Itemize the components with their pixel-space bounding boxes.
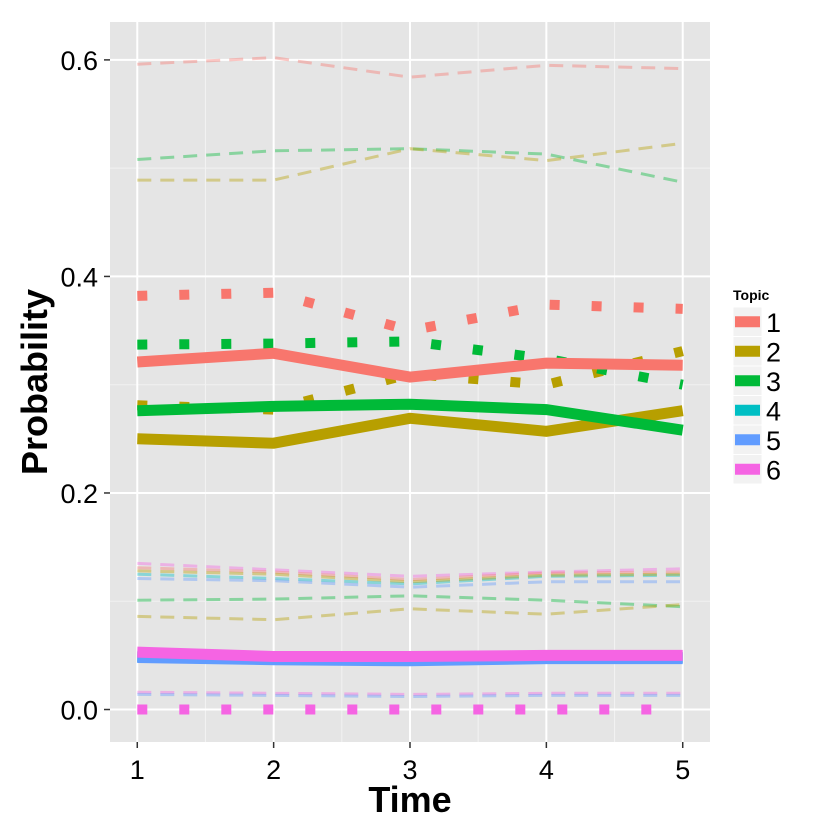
legend-label-topic-6: 6 [766, 455, 781, 485]
x-tick-label: 3 [402, 755, 417, 785]
y-tick-label: 0.2 [60, 479, 98, 509]
y-tick-label: 0.6 [60, 46, 98, 76]
series-line-topic-2-solid [137, 405, 684, 449]
legend-label-topic-3: 3 [766, 367, 781, 397]
legend-label-topic-5: 5 [766, 426, 781, 456]
legend-label-topic-1: 1 [766, 308, 781, 338]
x-axis-title: Time [368, 779, 451, 820]
series-line-topic-3-dotted [137, 336, 684, 390]
series-line-topic-2-dashed [137, 141, 683, 182]
series-layer [136, 56, 684, 715]
legend-label-topic-4: 4 [766, 396, 781, 426]
legend-label-topic-2: 2 [766, 337, 781, 367]
x-tick-label: 2 [266, 755, 281, 785]
legend-title: Topic [733, 287, 770, 303]
y-axis-title: Probability [14, 289, 55, 475]
x-tick-label: 1 [130, 755, 145, 785]
series-line-topic-6-solid [137, 646, 683, 662]
x-tick-label: 4 [539, 755, 554, 785]
x-tick-label: 5 [675, 755, 690, 785]
series-line-topic-1-dotted [137, 287, 683, 336]
axis-layer: 1 2 3 4 5 0.0 0.2 0.4 0.6 [60, 46, 690, 785]
y-tick-label: 0.4 [60, 262, 98, 292]
series-line-topic-3-solid [137, 398, 684, 436]
series-line-topic-1-solid [136, 347, 683, 383]
y-tick-label: 0.0 [60, 696, 98, 726]
